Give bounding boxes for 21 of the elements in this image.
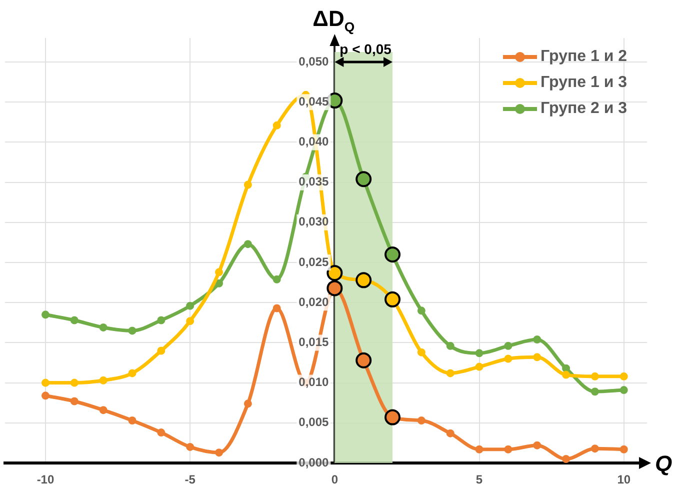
legend-label: Групе 1 и 3	[540, 74, 627, 92]
y-tick-label: 0,000	[298, 455, 329, 470]
y-tick-label: 0,015	[298, 335, 329, 350]
y-tick-label: 0,025	[298, 254, 329, 269]
legend-label: Групе 2 и 3	[540, 100, 627, 118]
x-tick-label: 10	[617, 472, 631, 487]
x-tick-label: -10	[36, 472, 54, 487]
x-tick-label: -5	[184, 472, 196, 487]
y-tick-label: 0,030	[298, 214, 329, 229]
y-tick-label: 0,010	[298, 375, 329, 390]
x-axis-title: Q	[655, 451, 672, 476]
x-tick-label: 0	[331, 472, 338, 487]
y-tick-label: 0,050	[298, 54, 329, 68]
legend-label: Групе 1 и 2	[540, 48, 627, 66]
x-tick-label: 5	[476, 472, 483, 487]
y-tick-label: 0,005	[298, 415, 329, 430]
y-tick-label: 0,035	[298, 174, 329, 189]
y-tick-label: 0,040	[298, 134, 329, 149]
band-label: p < 0,05	[340, 41, 392, 57]
y-tick-label: 0,020	[298, 294, 329, 309]
y-tick-label: 0,045	[298, 94, 329, 108]
